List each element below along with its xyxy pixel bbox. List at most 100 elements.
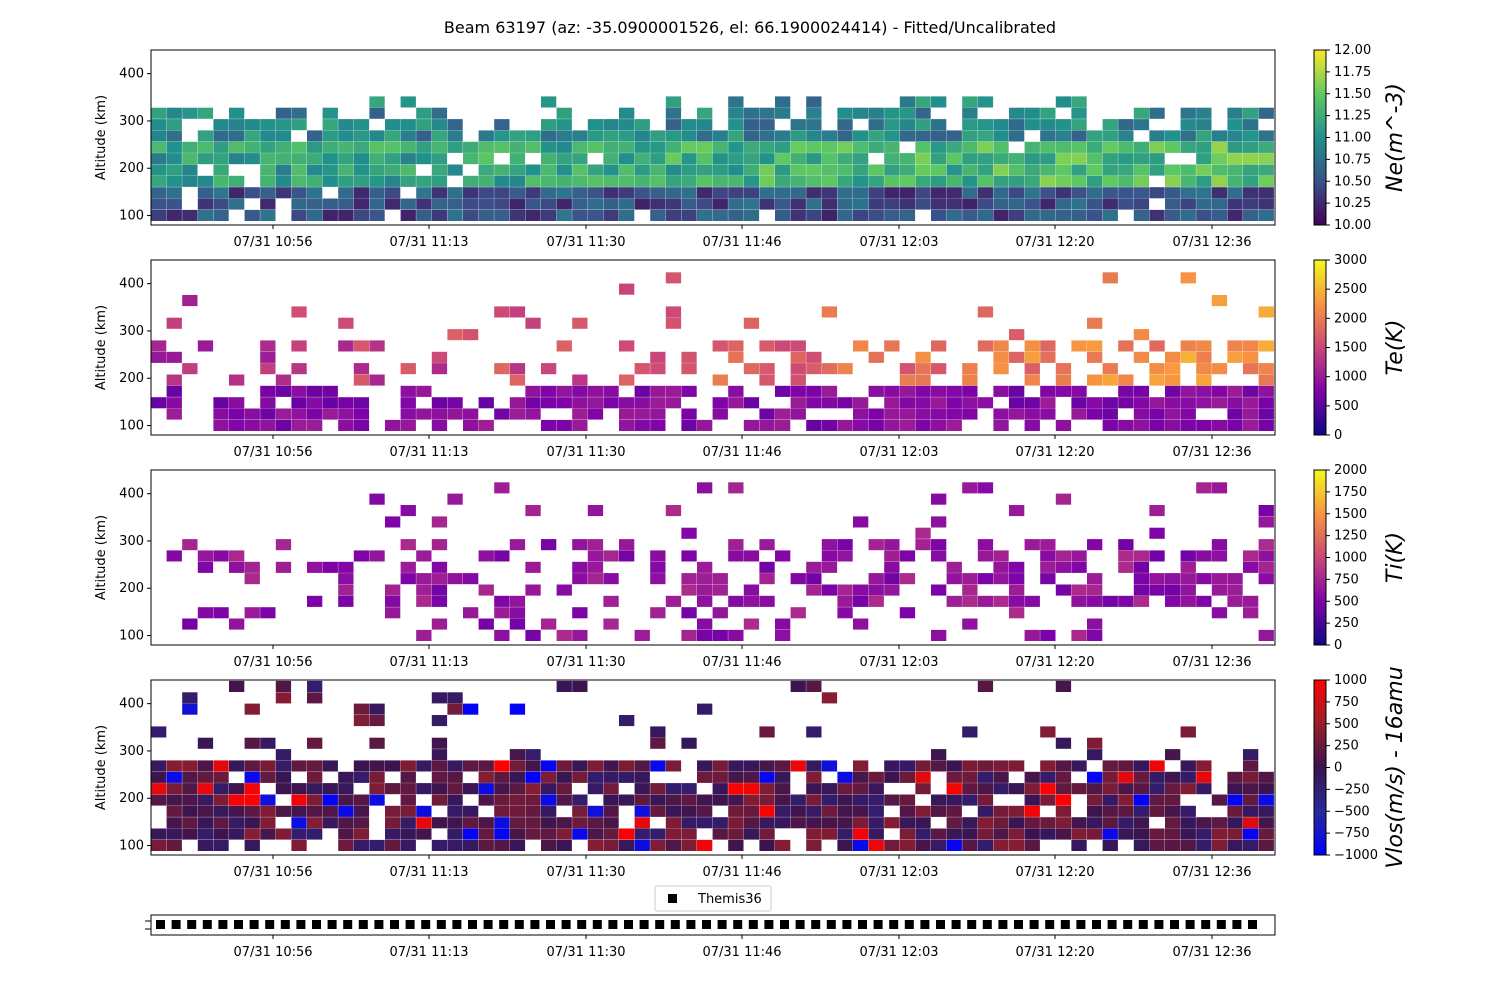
heatmap-cell bbox=[291, 306, 307, 318]
x-tick-label: 07/31 12:03 bbox=[859, 865, 938, 880]
marker-point bbox=[1107, 920, 1117, 929]
heatmap-cell bbox=[572, 187, 588, 199]
heatmap-cell bbox=[821, 539, 838, 551]
heatmap-cell bbox=[1040, 771, 1056, 783]
heatmap-cell bbox=[931, 828, 947, 840]
heatmap-cell bbox=[806, 584, 822, 596]
heatmap-cell bbox=[416, 584, 432, 596]
heatmap-cell bbox=[915, 397, 931, 409]
heatmap-cell bbox=[182, 153, 198, 165]
heatmap-cell bbox=[728, 805, 744, 817]
heatmap-cell bbox=[260, 805, 276, 817]
heatmap-cell bbox=[1180, 397, 1196, 409]
heatmap-cell bbox=[1071, 561, 1087, 573]
heatmap-cell bbox=[915, 385, 931, 397]
heatmap-cell bbox=[1040, 164, 1056, 176]
heatmap-cell bbox=[463, 419, 479, 431]
heatmap-cell bbox=[572, 164, 588, 176]
heatmap-cell bbox=[1055, 209, 1072, 221]
heatmap-cell bbox=[1258, 198, 1274, 210]
heatmap-cell bbox=[369, 715, 385, 727]
heatmap-cell bbox=[307, 794, 323, 806]
heatmap-cell bbox=[400, 385, 416, 397]
heatmap-cell bbox=[291, 141, 307, 153]
heatmap-cell bbox=[587, 119, 604, 131]
heatmap-cell bbox=[1087, 397, 1103, 409]
heatmap-cell bbox=[1118, 595, 1134, 607]
heatmap-cell bbox=[790, 340, 806, 352]
heatmap-cell bbox=[837, 805, 853, 817]
marker-point bbox=[686, 920, 696, 929]
heatmap-cell bbox=[837, 419, 853, 431]
heatmap-cell bbox=[853, 760, 869, 772]
heatmap-cell bbox=[416, 408, 432, 420]
heatmap-cell bbox=[993, 771, 1009, 783]
heatmap-cell bbox=[166, 397, 182, 409]
heatmap-cell bbox=[447, 164, 463, 176]
heatmap-cell bbox=[1133, 839, 1150, 851]
heatmap-cell bbox=[650, 794, 666, 806]
heatmap-cell bbox=[197, 209, 214, 221]
heatmap-cell bbox=[431, 351, 448, 363]
heatmap-cell bbox=[509, 805, 526, 817]
marker-point bbox=[1201, 920, 1211, 929]
heatmap-cell bbox=[681, 119, 697, 131]
heatmap-cell bbox=[759, 119, 775, 131]
marker-point bbox=[795, 920, 805, 929]
heatmap-cell bbox=[525, 771, 541, 783]
heatmap-cell bbox=[1258, 153, 1274, 165]
heatmap-cell bbox=[1071, 817, 1087, 829]
heatmap-cell bbox=[1055, 760, 1072, 772]
heatmap-cell bbox=[400, 363, 416, 375]
heatmap-cell bbox=[681, 607, 697, 619]
marker-point bbox=[764, 920, 774, 929]
heatmap-cell bbox=[837, 584, 853, 596]
heatmap-cell bbox=[697, 482, 713, 494]
heatmap-cell bbox=[291, 107, 307, 119]
heatmap-cell bbox=[385, 187, 401, 199]
heatmap-cell bbox=[743, 107, 760, 119]
heatmap-cell bbox=[806, 397, 822, 409]
marker-point bbox=[156, 920, 165, 929]
heatmap-cell bbox=[416, 119, 432, 131]
heatmap-cell bbox=[1133, 351, 1150, 363]
heatmap-cell bbox=[977, 175, 994, 187]
heatmap-cell bbox=[556, 397, 572, 409]
heatmap-cell bbox=[759, 805, 775, 817]
heatmap-cell bbox=[790, 817, 806, 829]
heatmap-cell bbox=[463, 607, 479, 619]
heatmap-cell bbox=[1071, 595, 1087, 607]
heatmap-cell bbox=[525, 805, 541, 817]
heatmap-cell bbox=[946, 561, 962, 573]
heatmap-cell bbox=[728, 828, 744, 840]
heatmap-cell bbox=[619, 141, 635, 153]
marker-point bbox=[1248, 920, 1257, 929]
heatmap-cell bbox=[681, 839, 697, 851]
heatmap-cell bbox=[993, 817, 1009, 829]
heatmap-cell bbox=[853, 419, 869, 431]
heatmap-cell bbox=[1180, 187, 1196, 199]
heatmap-cell bbox=[1196, 482, 1212, 494]
heatmap-cell bbox=[619, 715, 635, 727]
heatmap-cell bbox=[275, 164, 292, 176]
heatmap-cell bbox=[977, 96, 994, 108]
heatmap-cell bbox=[1196, 783, 1212, 795]
heatmap-cell bbox=[1258, 363, 1274, 375]
heatmap-cell bbox=[603, 187, 619, 199]
heatmap-cell bbox=[1149, 783, 1165, 795]
heatmap-cell bbox=[1102, 363, 1118, 375]
heatmap-cell bbox=[1133, 817, 1150, 829]
heatmap-cell bbox=[1196, 828, 1212, 840]
heatmap-cell bbox=[712, 783, 728, 795]
marker-point bbox=[998, 920, 1008, 929]
heatmap-cell bbox=[1118, 374, 1134, 386]
heatmap-cell bbox=[993, 783, 1009, 795]
heatmap-cell bbox=[509, 198, 526, 210]
heatmap-cell bbox=[509, 374, 526, 386]
heatmap-cell bbox=[260, 817, 276, 829]
heatmap-cell bbox=[884, 385, 900, 397]
heatmap-cell bbox=[681, 550, 697, 562]
heatmap-cell bbox=[1040, 385, 1056, 397]
marker-point bbox=[452, 920, 462, 929]
